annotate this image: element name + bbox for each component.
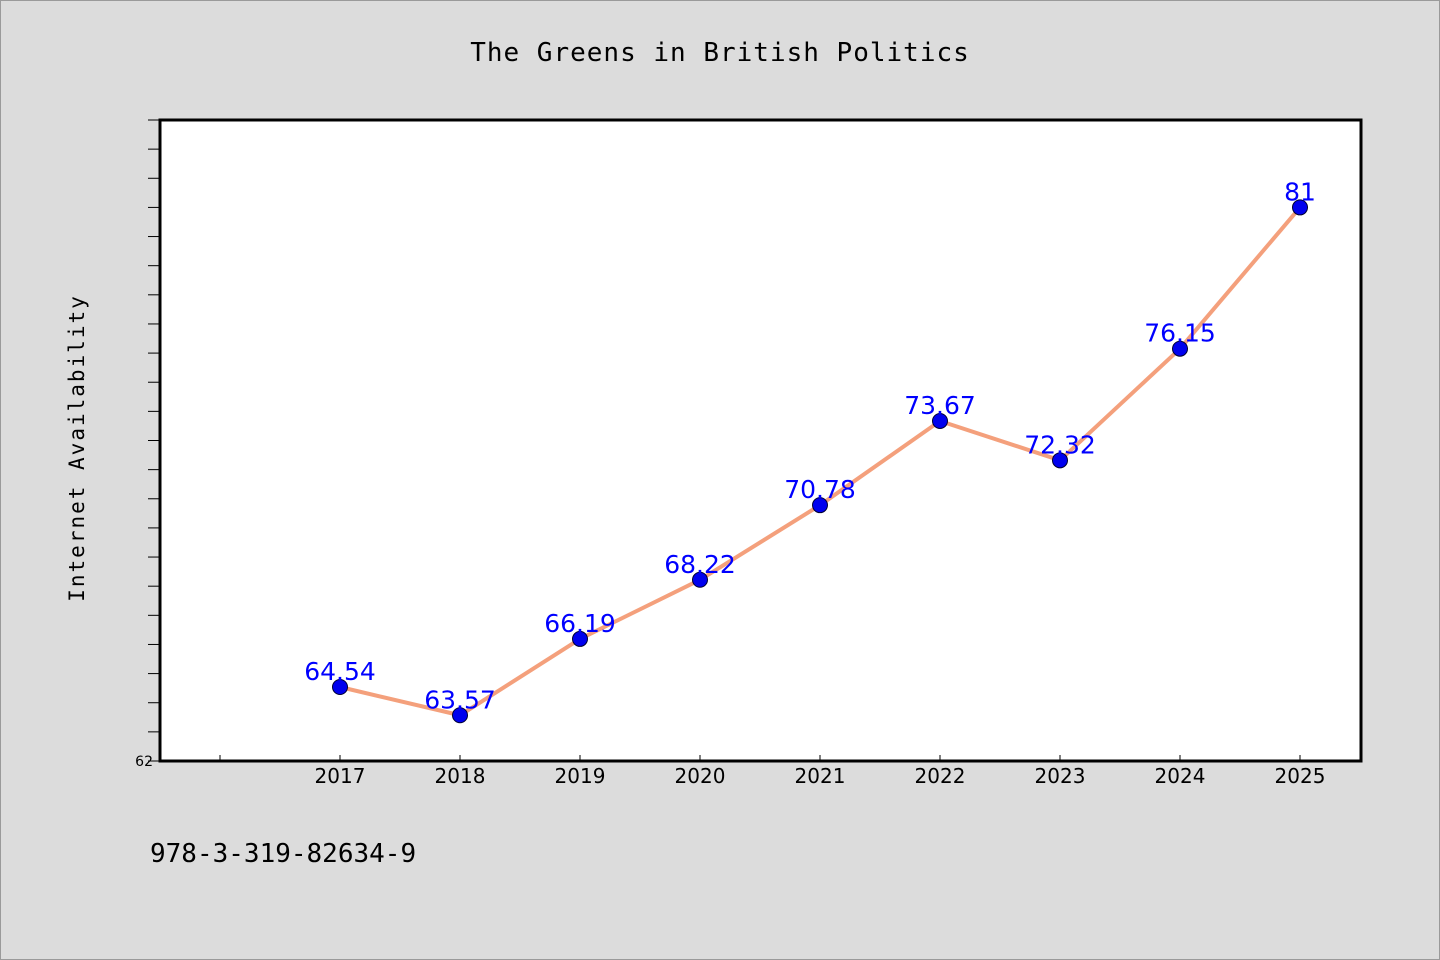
data-point <box>932 412 948 429</box>
data-label: 70.78 <box>784 475 856 504</box>
isbn-footer: 978-3-319-82634-9 <box>150 839 416 869</box>
data-label: 73.67 <box>904 391 976 420</box>
data-label: 64.54 <box>304 657 376 686</box>
data-point <box>1292 199 1308 216</box>
x-tick-label: 2024 <box>1155 764 1206 788</box>
x-ticks: 2017 2018 2019 2020 2021 2022 2023 2024 2025 <box>219 755 1326 788</box>
y-ticks <box>148 119 160 762</box>
x-tick-label: 2022 <box>915 764 966 788</box>
y-axis-label: Internet Availability <box>65 294 89 602</box>
data-point <box>812 497 828 514</box>
data-point <box>452 707 468 724</box>
series-group: 64.54 63.57 66.19 68.22 70.78 73.67 72.32 76.15… <box>304 177 1316 724</box>
x-tick-label: 2020 <box>675 764 726 788</box>
data-label: 63.57 <box>424 685 496 714</box>
plot-area <box>158 118 1363 763</box>
data-point <box>572 630 588 647</box>
data-label: 76.15 <box>1144 319 1216 348</box>
data-point <box>1172 340 1188 357</box>
y-tick-label: 62 <box>135 754 153 770</box>
data-label: 81 <box>1284 177 1316 206</box>
data-point <box>1052 452 1068 469</box>
x-tick-label: 2018 <box>435 764 486 788</box>
x-tick-label: 2023 <box>1035 764 1086 788</box>
chart-title: The Greens in British Politics <box>470 38 970 68</box>
x-tick-label: 2021 <box>795 764 846 788</box>
data-label: 66.19 <box>544 609 616 638</box>
data-label: 68.22 <box>664 550 736 579</box>
data-label: 72.32 <box>1024 430 1096 459</box>
data-point <box>332 678 348 695</box>
x-tick-label: 2025 <box>1275 764 1326 788</box>
data-point <box>692 571 708 588</box>
x-tick-label: 2019 <box>555 764 606 788</box>
x-tick-label: 2017 <box>315 764 366 788</box>
